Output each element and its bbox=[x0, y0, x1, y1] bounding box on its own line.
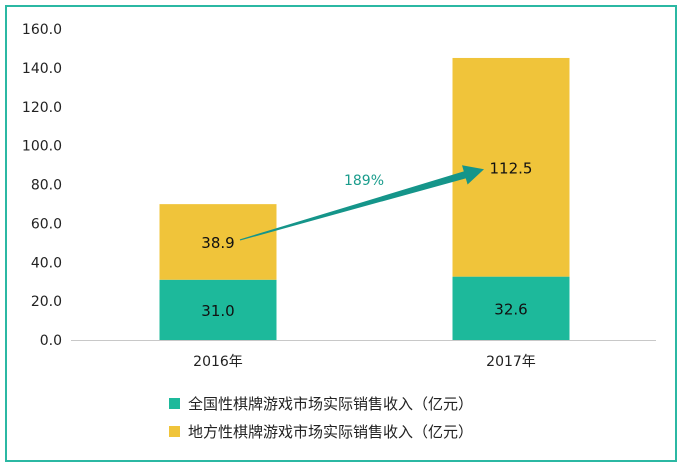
bar-segment bbox=[452, 276, 570, 340]
y-tick-label: 160.0 bbox=[22, 22, 62, 38]
data-label: 31.0 bbox=[201, 302, 234, 320]
data-label: 112.5 bbox=[490, 159, 533, 177]
bar-segment bbox=[159, 279, 277, 340]
y-axis: 0.0 20.0 40.0 60.0 80.0 100.0 120.0 140.0 160.0 bbox=[22, 22, 62, 349]
x-tick-label: 2017年 bbox=[486, 354, 536, 370]
x-axis: 2016年 2017年 bbox=[71, 340, 656, 370]
y-tick-label: 80.0 bbox=[31, 178, 62, 194]
growth-label: 189% bbox=[344, 173, 384, 189]
legend-label: 全国性棋牌游戏市场实际销售收入（亿元） bbox=[188, 395, 473, 413]
legend-swatch bbox=[169, 398, 180, 409]
legend-label: 地方性棋牌游戏市场实际销售收入（亿元） bbox=[188, 423, 473, 441]
y-tick-label: 40.0 bbox=[31, 255, 62, 271]
legend: 全国性棋牌游戏市场实际销售收入（亿元） 地方性棋牌游戏市场实际销售收入（亿元） bbox=[169, 395, 473, 441]
y-tick-label: 60.0 bbox=[31, 216, 62, 232]
bar-segment bbox=[159, 204, 277, 280]
y-tick-label: 100.0 bbox=[22, 139, 62, 155]
x-tick-label: 2016年 bbox=[193, 354, 243, 370]
data-label: 38.9 bbox=[201, 234, 234, 252]
bars: 31.0 38.9 32.6 112.5 bbox=[159, 57, 570, 340]
growth-arrow bbox=[239, 165, 484, 241]
y-tick-label: 140.0 bbox=[22, 61, 62, 77]
data-label: 32.6 bbox=[494, 300, 527, 318]
y-tick-label: 0.0 bbox=[40, 333, 62, 349]
growth-annotation: 189% bbox=[239, 165, 484, 241]
legend-swatch bbox=[169, 426, 180, 437]
y-tick-label: 20.0 bbox=[31, 294, 62, 310]
y-tick-label: 120.0 bbox=[22, 100, 62, 116]
